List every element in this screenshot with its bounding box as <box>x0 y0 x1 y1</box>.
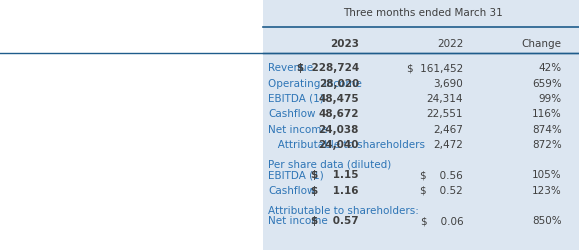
Text: 874%: 874% <box>532 124 562 134</box>
Text: 116%: 116% <box>532 109 562 119</box>
Text: 42%: 42% <box>538 63 562 73</box>
Text: EBITDA (1): EBITDA (1) <box>269 170 324 180</box>
Text: Three months ended March 31: Three months ended March 31 <box>343 8 503 18</box>
Text: 24,040: 24,040 <box>318 139 359 149</box>
Text: 105%: 105% <box>532 170 562 180</box>
Text: 2,467: 2,467 <box>433 124 463 134</box>
Text: $    0.57: $ 0.57 <box>312 215 359 225</box>
Text: $  161,452: $ 161,452 <box>407 63 463 73</box>
Text: Net income: Net income <box>269 124 328 134</box>
Text: 48,672: 48,672 <box>318 109 359 119</box>
Text: Cashflow: Cashflow <box>269 109 316 119</box>
Text: Attributable to shareholders:: Attributable to shareholders: <box>269 205 419 215</box>
Text: $    0.52: $ 0.52 <box>420 185 463 195</box>
Text: 22,551: 22,551 <box>427 109 463 119</box>
Text: Change: Change <box>522 39 562 49</box>
Text: Net income: Net income <box>269 215 328 225</box>
Text: $    0.56: $ 0.56 <box>420 170 463 180</box>
Text: 123%: 123% <box>532 185 562 195</box>
Text: 99%: 99% <box>538 94 562 104</box>
Text: Operating income: Operating income <box>269 78 362 88</box>
Text: 28,020: 28,020 <box>318 78 359 88</box>
Text: Attributable to shareholders: Attributable to shareholders <box>269 139 426 149</box>
Text: 872%: 872% <box>532 139 562 149</box>
Text: $    0.06: $ 0.06 <box>420 215 463 225</box>
Text: 659%: 659% <box>532 78 562 88</box>
Text: 2023: 2023 <box>330 39 359 49</box>
Text: EBITDA (1): EBITDA (1) <box>269 94 324 104</box>
Text: $  228,724: $ 228,724 <box>296 63 359 73</box>
Bar <box>263 0 579 250</box>
Text: 850%: 850% <box>532 215 562 225</box>
Text: 2022: 2022 <box>437 39 463 49</box>
Text: $    1.16: $ 1.16 <box>312 185 359 195</box>
Text: 24,314: 24,314 <box>427 94 463 104</box>
Text: Per share data (diluted): Per share data (diluted) <box>269 159 392 169</box>
Text: 3,690: 3,690 <box>434 78 463 88</box>
Text: $    1.15: $ 1.15 <box>312 170 359 180</box>
Text: 24,038: 24,038 <box>318 124 359 134</box>
Text: Cashflow: Cashflow <box>269 185 316 195</box>
Text: 2,472: 2,472 <box>433 139 463 149</box>
Text: 48,475: 48,475 <box>318 94 359 104</box>
Text: Revenue: Revenue <box>269 63 314 73</box>
